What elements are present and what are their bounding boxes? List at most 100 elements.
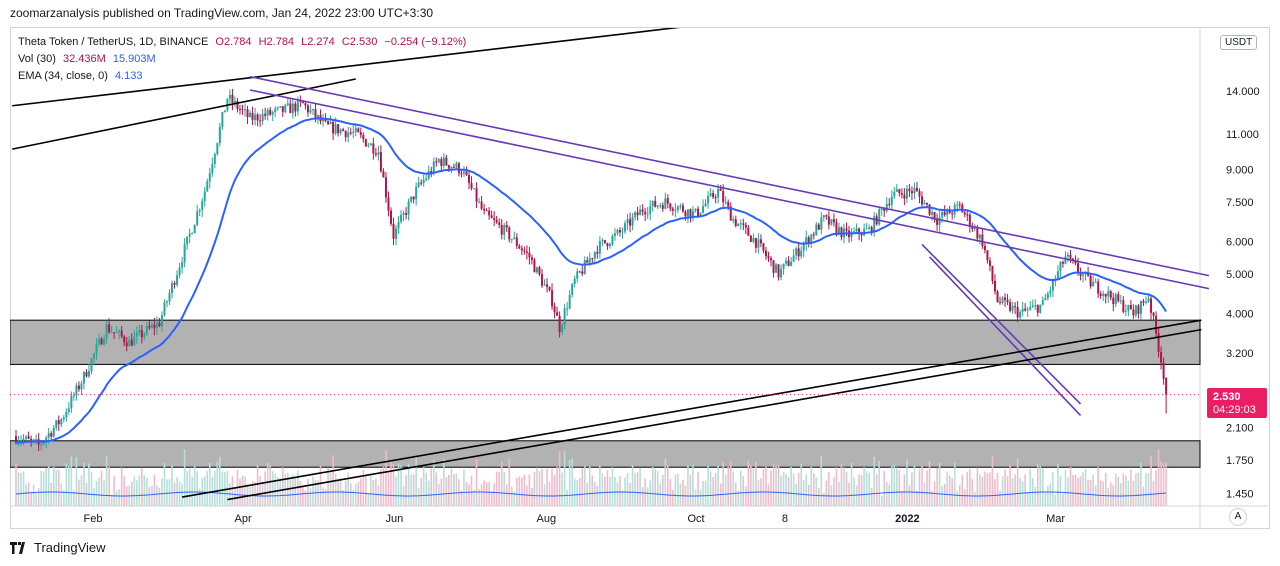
candle-body	[636, 212, 639, 216]
volume-bar	[969, 469, 971, 506]
candle-body	[1160, 351, 1163, 363]
volume-bar	[505, 484, 508, 506]
volume-bar	[432, 460, 435, 506]
volume-bar	[913, 465, 916, 506]
candle-body	[110, 332, 113, 334]
volume-bar	[984, 471, 986, 506]
candle-body	[281, 106, 284, 112]
candle-body	[123, 336, 126, 343]
volume-bar	[417, 488, 420, 506]
candle-body	[407, 201, 410, 215]
change-value: −0.254 (−9.12%)	[384, 36, 467, 48]
candle-body	[1139, 301, 1142, 314]
volume-bar	[591, 475, 594, 506]
volume-bar	[156, 485, 158, 506]
candle-body	[1117, 294, 1120, 302]
candle-body	[1041, 300, 1044, 305]
price-chart[interactable]: 14.000 11.000 9.000 7.500 6.000 5.000 4.000 3.2…	[10, 28, 1268, 528]
symbol-label[interactable]: Theta Token / TetherUS, 1D, BINANCE	[18, 36, 209, 48]
candle-body	[626, 219, 629, 224]
candle-body	[913, 187, 916, 194]
candle-body	[196, 211, 199, 225]
volume-bar	[654, 469, 657, 506]
candle-body	[621, 231, 624, 233]
volume-bar	[916, 490, 918, 506]
candle-body	[62, 417, 65, 420]
y-tick-label: 1.750	[1226, 455, 1254, 467]
volume-bar	[380, 469, 382, 506]
volume-bar	[216, 461, 219, 506]
candle-body	[284, 104, 287, 112]
ema-label[interactable]: EMA (34, close, 0)	[18, 70, 108, 82]
volume-bar	[347, 472, 349, 506]
short-trendline-1	[921, 243, 1082, 405]
candle-body	[324, 119, 327, 122]
candle-body	[1044, 298, 1047, 301]
candle-body	[93, 353, 96, 359]
volume-bar	[818, 487, 820, 506]
candle-body	[908, 188, 911, 192]
candle-body	[639, 209, 642, 216]
candle-body	[87, 370, 90, 377]
candle-body	[22, 438, 25, 441]
auto-scale-button[interactable]: A	[1229, 508, 1247, 526]
candle-body	[289, 103, 292, 114]
candle-body	[707, 195, 710, 204]
volume-bar	[906, 459, 908, 506]
volume-bar	[500, 461, 503, 506]
volume-bar	[674, 474, 677, 506]
candle-body	[583, 260, 586, 274]
volume-bar	[470, 475, 473, 506]
candle-body	[193, 224, 196, 234]
candle-body	[264, 113, 267, 116]
candle-body	[717, 188, 720, 198]
y-tick-label: 9.000	[1226, 165, 1254, 177]
candle-body	[1046, 293, 1049, 299]
candle-body	[498, 222, 501, 226]
volume-bar	[281, 467, 284, 506]
y-tick-label: 14.000	[1226, 86, 1260, 98]
volume-bar	[45, 468, 47, 506]
volume-bar	[465, 481, 468, 506]
candle-body	[596, 252, 599, 254]
candle-body	[973, 227, 976, 229]
short-trendline-2	[928, 256, 1082, 416]
volume-bar	[573, 478, 576, 506]
candle-body	[606, 243, 609, 247]
volume-bar	[606, 470, 609, 506]
volume-bar	[767, 484, 770, 506]
volume-bar	[229, 483, 231, 506]
volume-bar	[161, 478, 163, 506]
candle-body	[254, 114, 257, 120]
candle-body	[186, 236, 189, 245]
candle-body	[910, 191, 913, 194]
candle-body	[893, 191, 896, 197]
brand-label: TradingView	[34, 540, 106, 555]
candle-body	[65, 411, 68, 418]
volume-bar	[120, 467, 123, 506]
candle-body	[754, 238, 757, 248]
candle-body	[880, 208, 883, 210]
candle-body	[785, 260, 788, 264]
candle-body	[732, 219, 735, 221]
volume-label[interactable]: Vol (30)	[18, 53, 56, 65]
volume-bar	[903, 474, 906, 506]
volume-bar	[1147, 473, 1150, 506]
volume-bar	[337, 479, 339, 506]
candle-body	[153, 324, 156, 329]
candle-body	[372, 143, 375, 154]
volume-bar	[734, 482, 737, 506]
candle-body	[488, 210, 491, 216]
candle-body	[145, 325, 148, 334]
candle-body	[963, 212, 966, 215]
candle-body	[274, 108, 277, 113]
candle-body	[148, 325, 151, 328]
volume-bar	[1009, 464, 1011, 506]
volume-bar	[274, 473, 277, 506]
volume-bar	[181, 484, 183, 506]
volume-bar	[553, 475, 556, 506]
currency-badge[interactable]: USDT	[1220, 35, 1258, 50]
candle-body	[581, 271, 584, 274]
volume-bar	[578, 478, 581, 506]
candle-body	[659, 205, 662, 207]
